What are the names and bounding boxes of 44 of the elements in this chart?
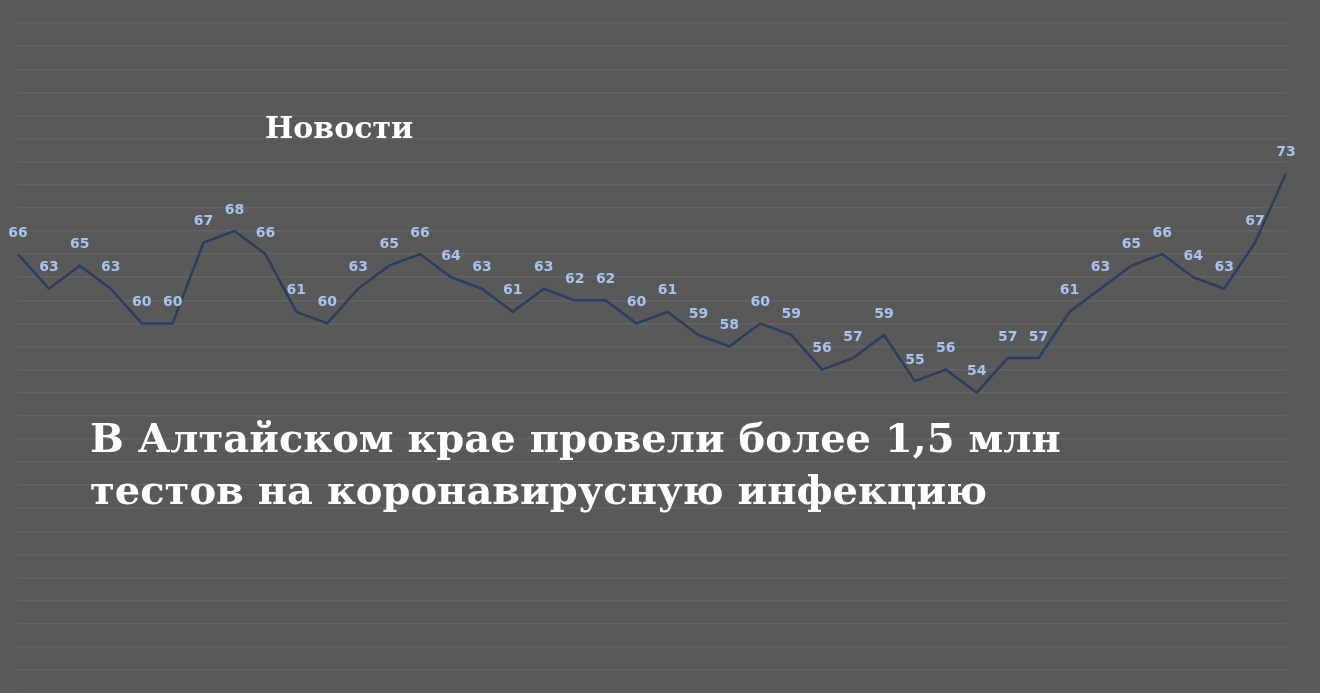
data-label: 65 (1121, 235, 1142, 252)
data-label: 67 (193, 212, 214, 229)
data-label: 57 (843, 327, 863, 344)
data-label: 56 (936, 339, 956, 356)
data-label: 66 (8, 223, 28, 240)
data-label: 54 (966, 362, 987, 379)
data-label: 60 (131, 293, 152, 310)
data-label: 65 (379, 235, 399, 252)
data-label: 62 (595, 269, 616, 286)
data-label: 62 (564, 269, 585, 286)
data-label: 73 (1276, 142, 1296, 159)
data-label: 63 (1214, 258, 1234, 275)
data-label: 60 (626, 293, 647, 310)
data-label: 56 (812, 339, 832, 356)
data-label: 61 (1059, 281, 1080, 298)
data-label: 66 (410, 223, 430, 240)
data-label: 57 (1028, 327, 1049, 344)
data-label: 63 (472, 258, 492, 275)
text: В Алтайском крае провели более 1,5 млн тестов на коронавирусную инфекцию (90, 413, 1062, 515)
data-label: 57 (997, 327, 1018, 344)
data-label: 61 (657, 281, 678, 298)
data-label: 61 (286, 281, 307, 298)
data-label: 61 (503, 281, 523, 298)
data-label: 67 (1245, 212, 1265, 229)
data-label: 60 (162, 293, 183, 310)
data-label: 60 (317, 293, 338, 310)
data-label: 66 (255, 223, 276, 240)
data-label: 59 (874, 304, 894, 321)
data-label: 59 (781, 304, 801, 321)
data-label: 64 (441, 246, 461, 263)
data-label: 63 (39, 258, 59, 275)
annotation: Новости (265, 110, 414, 145)
data-label: 60 (750, 293, 771, 310)
data-label: 59 (688, 304, 709, 321)
data-label: 68 (224, 200, 245, 217)
data-label: 65 (70, 235, 90, 252)
data-label: 66 (1152, 223, 1173, 240)
data-label: 63 (1090, 258, 1111, 275)
data-label: 64 (1183, 246, 1204, 263)
data-label: 63 (348, 258, 368, 275)
data-label: 63 (534, 258, 554, 275)
data-label: 63 (101, 258, 121, 275)
data-label: 55 (905, 350, 925, 367)
data-label: 58 (719, 316, 740, 333)
